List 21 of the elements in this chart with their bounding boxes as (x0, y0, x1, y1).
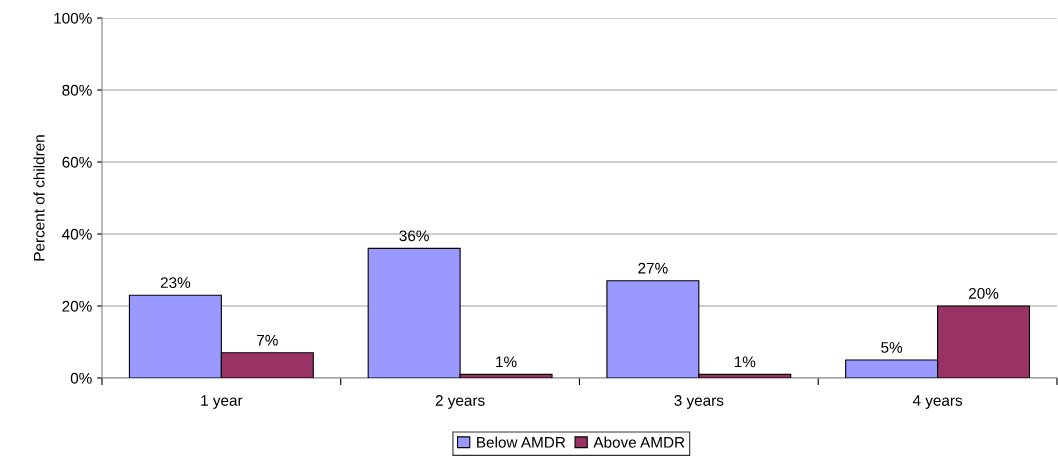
y-tick-label: 20% (62, 300, 92, 312)
x-tick-label: 3 years (674, 395, 724, 409)
y-tick-label: 0% (70, 372, 92, 384)
data-label: 5% (881, 342, 903, 353)
y-tick-label: 60% (62, 156, 92, 168)
data-label: 1% (496, 356, 517, 368)
y-axis-title: Percent of children (33, 135, 45, 261)
x-tick-label: 4 years (912, 395, 963, 409)
legend-label: Above AMDR (593, 436, 685, 448)
x-tick-label: 1 year (201, 395, 243, 409)
data-label: 23% (160, 277, 191, 289)
legend-label: Below AMDR (477, 436, 566, 448)
data-label: 1% (734, 356, 756, 368)
data-label: 27% (638, 262, 668, 274)
y-tick-label: 100% (54, 12, 92, 24)
y-tick-label: 40% (62, 228, 92, 240)
data-label: 7% (257, 334, 278, 346)
y-tick-label: 80% (62, 84, 92, 96)
data-label: 36% (399, 230, 429, 242)
data-label: 20% (969, 287, 999, 299)
x-tick-label: 2 years (435, 395, 485, 409)
